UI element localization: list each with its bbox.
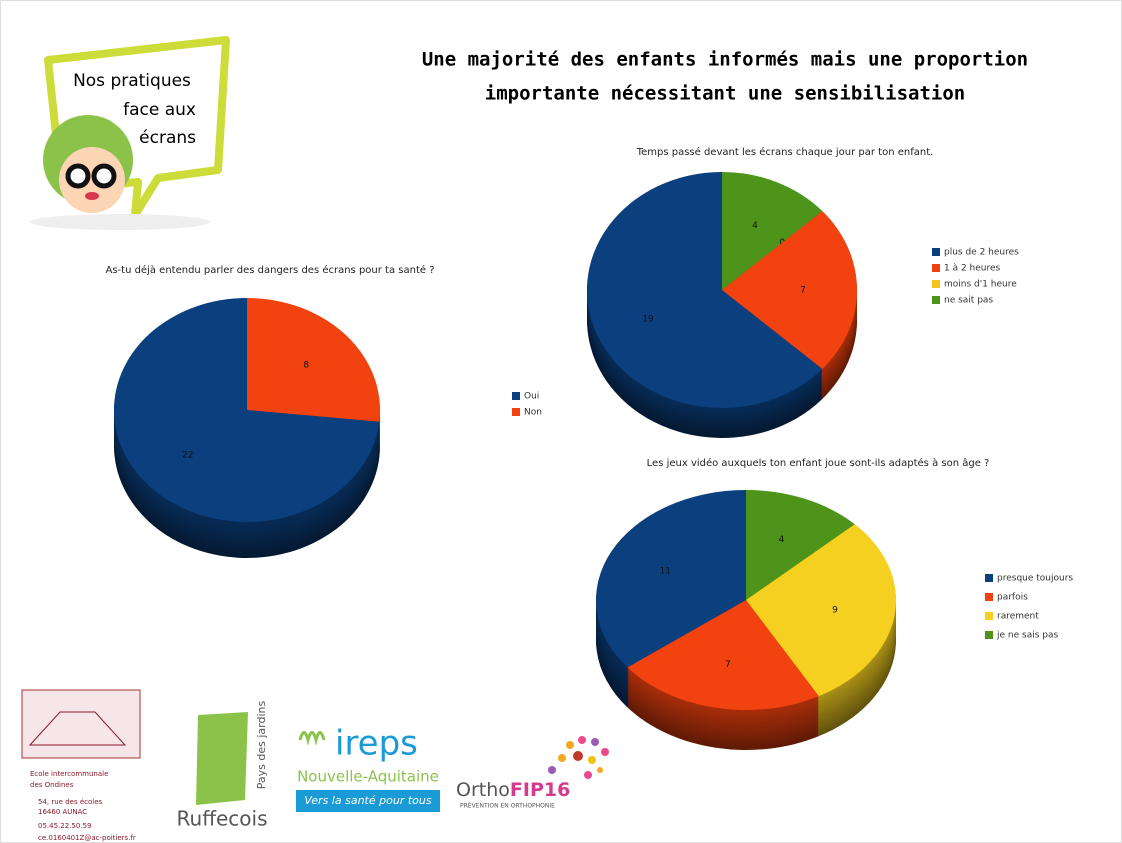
pie-slice — [627, 600, 819, 710]
school-text: 54, rue des écoles — [38, 798, 103, 806]
data-label: 9 — [832, 605, 838, 615]
ireps-text: ireps — [335, 724, 418, 764]
ireps-icon — [298, 731, 326, 746]
school-text: 05.45.22.50.59 — [38, 822, 91, 830]
ireps-text: Nouvelle-Aquitaine — [297, 768, 439, 786]
legend-swatch — [932, 296, 940, 304]
ortho-text: OrthoFIP16 — [456, 779, 570, 801]
data-label: 4 — [752, 221, 758, 231]
data-label: 22 — [182, 450, 193, 460]
ruffecois-text: Pays des jardins — [255, 701, 268, 790]
legend-label: ne sait pas — [944, 296, 993, 306]
school-drawing — [28, 711, 127, 746]
legend-swatch — [932, 264, 940, 272]
pie-slice — [722, 172, 823, 290]
school-text: des Ondines — [30, 781, 74, 789]
data-label: 7 — [800, 286, 806, 296]
legend-swatch — [512, 408, 520, 416]
data-label: 8 — [303, 361, 309, 371]
ireps-band — [296, 790, 440, 812]
pie-slice — [722, 211, 857, 369]
legend-label: 1 à 2 heures — [944, 264, 1001, 274]
school-logo — [21, 689, 141, 759]
legend-swatch — [985, 612, 993, 620]
data-label: 4 — [779, 535, 785, 545]
chart-title: As-tu déjà entendu parler des dangers de… — [105, 264, 434, 276]
legend-label: Non — [524, 408, 542, 418]
bubble-text: Nos pratiques — [73, 71, 191, 91]
pie-slice — [746, 524, 896, 697]
legend-label: parfois — [997, 593, 1028, 603]
legend-label: presque toujours — [997, 574, 1073, 584]
pie-slice — [247, 298, 381, 422]
legend-swatch — [932, 248, 940, 256]
legend-label: je ne sais pas — [996, 631, 1058, 641]
legend-swatch — [985, 593, 993, 601]
legend-label: moins d'1 heure — [944, 280, 1017, 290]
pie-slice — [587, 172, 823, 408]
chart-title: Temps passé devant les écrans chaque jou… — [636, 146, 934, 158]
legend-swatch — [985, 574, 993, 582]
ortho-dots — [548, 736, 609, 779]
legend-label: rarement — [997, 612, 1039, 622]
legend-swatch — [932, 280, 940, 288]
school-text: Ecole intercommunale — [30, 770, 108, 778]
ireps-text: Vers la santé pour tous — [304, 794, 431, 807]
data-label: 19 — [642, 314, 654, 324]
ortho-text: Ortho — [456, 779, 510, 801]
bubble-text: écrans — [139, 128, 196, 148]
ortho-text: FIP16 — [510, 779, 570, 801]
chart-title: Les jeux vidéo auxquels ton enfant joue … — [647, 457, 990, 469]
legend-swatch — [512, 392, 520, 400]
school-text: ce.0160401Z@ac-poitiers.fr — [38, 834, 136, 842]
data-label: 7 — [725, 660, 731, 670]
ruffecois-logo — [196, 712, 248, 805]
ortho-text: PRÉVENTION EN ORTHOPHONIE — [460, 802, 555, 810]
legend-label: Oui — [524, 392, 539, 402]
bubble-text: face aux — [123, 100, 196, 120]
data-label: 11 — [659, 566, 670, 576]
speech-bubble — [30, 36, 230, 230]
pie-slice — [746, 490, 855, 600]
pie-slice — [596, 490, 746, 668]
ruffecois-text: Ruffecois — [177, 807, 268, 831]
pie-slice — [114, 298, 380, 522]
legend-label: plus de 2 heures — [944, 248, 1019, 258]
legend-swatch — [985, 631, 993, 639]
school-text: 16460 AUNAC — [38, 808, 87, 816]
title: importante nécessitant une sensibilisati… — [485, 83, 965, 105]
title: Une majorité des enfants informés mais u… — [422, 49, 1028, 71]
